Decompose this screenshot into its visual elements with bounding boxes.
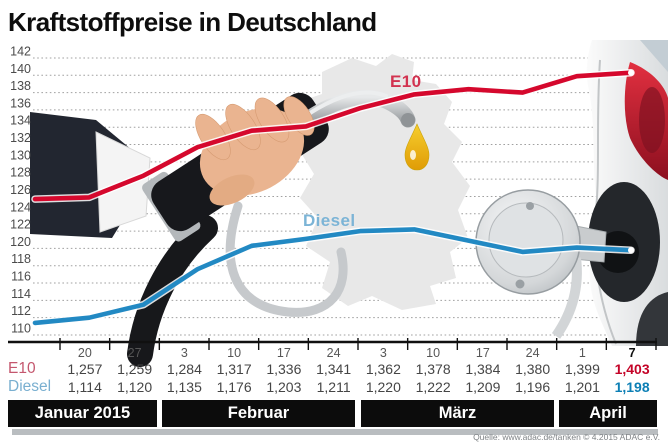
month-band-april: April <box>559 400 657 427</box>
y-tick-label: 138 <box>10 79 31 93</box>
diesel-line-label: Diesel <box>303 211 356 230</box>
drop-highlight <box>410 150 416 160</box>
diesel-value-cell: 1,203 <box>266 379 302 395</box>
e10-value-cell: 1,380 <box>515 361 551 377</box>
diesel-value-cell: 1,201 <box>564 379 600 395</box>
y-tick-label: 122 <box>10 218 31 232</box>
e10-value-cell: 1,399 <box>564 361 600 377</box>
diesel-values-row: 1,114 1,120 1,135 1,176 1,203 1,211 1,220 1,222… <box>60 379 657 395</box>
wheel-arch <box>636 292 668 346</box>
e10-line-label: E10 <box>390 72 422 91</box>
flap-screw-bottom <box>515 279 525 289</box>
date-cell: 3 <box>379 346 387 360</box>
diesel-endpoint-dot <box>628 247 634 254</box>
diesel-value-cell: 1,176 <box>216 379 252 395</box>
diesel-value-cell: 1,220 <box>365 379 401 395</box>
date-cell: 17 <box>276 346 291 360</box>
car-rear-photo <box>475 40 668 346</box>
date-cell: 10 <box>227 346 242 360</box>
fuel-flap-bracket <box>551 257 582 339</box>
nozzle-spout-highlight <box>308 90 388 115</box>
e10-value-cell: 1,259 <box>117 361 153 377</box>
y-tick-label: 120 <box>10 235 31 249</box>
e10-value-cell: 1,317 <box>216 361 252 377</box>
bottom-shadow-bar <box>12 429 658 435</box>
diesel-row-label: Diesel <box>8 378 52 395</box>
car-window-sliver <box>640 40 668 72</box>
date-cell: 3 <box>180 346 188 360</box>
y-tick-label: 128 <box>10 166 31 180</box>
date-cell: 17 <box>475 346 490 360</box>
y-tick-label: 118 <box>11 252 31 266</box>
month-band-januar-2015: Januar 2015 <box>8 400 157 427</box>
y-tick-label: 140 <box>10 62 31 76</box>
source-credit: Quelle: www.adac.de/tanken © 4.2015 ADAC… <box>473 432 660 442</box>
e10-row-label: E10 <box>8 360 36 377</box>
x-axis-layer <box>8 338 657 350</box>
diesel-value-cell: 1,114 <box>67 379 102 395</box>
y-tick-label: 110 <box>11 321 31 335</box>
y-tick-label: 112 <box>11 304 31 318</box>
date-cell: 1 <box>578 346 586 360</box>
month-band-m-rz: März <box>361 400 554 427</box>
diesel-line <box>32 227 634 326</box>
date-cell: 24 <box>525 346 540 360</box>
diesel-value-cell: 1,135 <box>166 379 202 395</box>
e10-value-cell: 1,403 <box>614 361 650 377</box>
e10-value-cell: 1,341 <box>316 361 352 377</box>
e10-value-cell: 1,284 <box>166 361 202 377</box>
y-axis-labels-layer: 142 140 138 136 134 132 130 128 126 124 122 120 118 1… <box>10 45 31 336</box>
date-cell: 20 <box>77 346 92 360</box>
date-cell: 27 <box>127 346 142 360</box>
y-tick-label: 124 <box>10 200 31 214</box>
diesel-value-cell: 1,209 <box>465 379 501 395</box>
nozzle-tip <box>401 113 415 127</box>
date-cell: 10 <box>426 346 441 360</box>
y-tick-label: 114 <box>11 287 31 301</box>
thumb <box>209 174 255 206</box>
nozzle-trigger-guard <box>225 201 348 317</box>
fuel-hose <box>127 215 218 367</box>
series-lines-layer <box>31 68 635 327</box>
fuel-flap-plate <box>488 202 564 278</box>
y-tick-label: 126 <box>10 183 31 197</box>
e10-value-cell: 1,336 <box>266 361 302 377</box>
diesel-value-cell: 1,196 <box>515 379 551 395</box>
flap-screw-top <box>526 202 534 210</box>
diesel-value-cell: 1,198 <box>614 379 650 395</box>
diesel-value-cell: 1,222 <box>415 379 451 395</box>
date-cell: 7 <box>628 346 636 360</box>
y-tick-label: 136 <box>10 96 31 110</box>
date-header-row: 20 27 3 10 17 24 3 10 17 24 1 7 <box>60 347 657 360</box>
e10-value-cell: 1,384 <box>465 361 501 377</box>
y-tick-label: 134 <box>10 114 31 128</box>
y-tick-label: 142 <box>10 45 31 59</box>
diesel-value-cell: 1,211 <box>316 379 351 395</box>
e10-values-row: 1,257 1,259 1,284 1,317 1,336 1,341 1,362 1,378… <box>60 361 657 377</box>
month-band-februar: Februar <box>162 400 355 427</box>
tail-light-inner <box>639 87 665 153</box>
diesel-value-cell: 1,120 <box>117 379 153 395</box>
e10-endpoint-dot <box>628 69 634 76</box>
y-tick-label: 130 <box>10 148 31 162</box>
date-cell: 24 <box>326 346 341 360</box>
y-tick-label: 132 <box>10 131 31 145</box>
page-title: Kraftstoffpreise in Deutschland <box>8 7 377 37</box>
y-tick-label: 116 <box>11 270 31 284</box>
e10-line <box>32 70 634 202</box>
e10-value-cell: 1,362 <box>365 361 401 377</box>
e10-value-cell: 1,257 <box>67 361 103 377</box>
e10-value-cell: 1,378 <box>415 361 451 377</box>
